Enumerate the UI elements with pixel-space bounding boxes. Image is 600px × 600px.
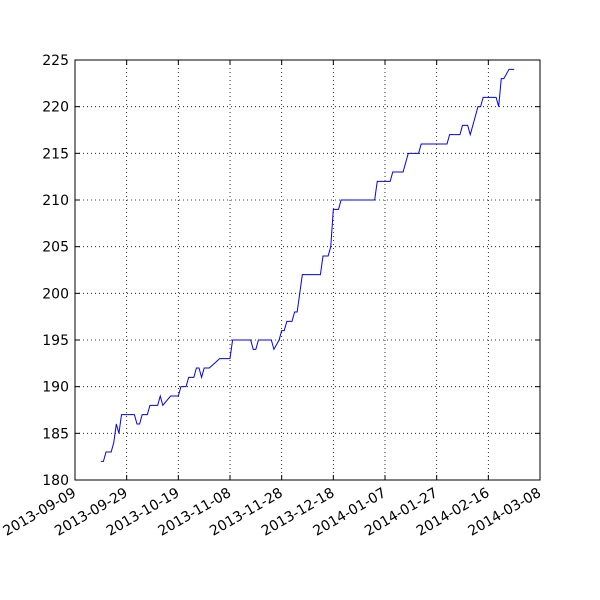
y-tick-label: 180 xyxy=(42,473,69,489)
y-tick-label: 205 xyxy=(42,240,69,256)
y-tick-label: 215 xyxy=(42,146,69,162)
y-tick-label: 195 xyxy=(42,333,69,349)
y-tick-label: 190 xyxy=(42,380,69,396)
y-tick-label: 220 xyxy=(42,100,69,116)
y-tick-label: 225 xyxy=(42,53,69,69)
y-tick-label: 185 xyxy=(42,426,69,442)
y-tick-label: 210 xyxy=(42,193,69,209)
data-line xyxy=(100,68,515,462)
plot-frame xyxy=(74,59,541,481)
y-tick-label: 200 xyxy=(42,286,69,302)
